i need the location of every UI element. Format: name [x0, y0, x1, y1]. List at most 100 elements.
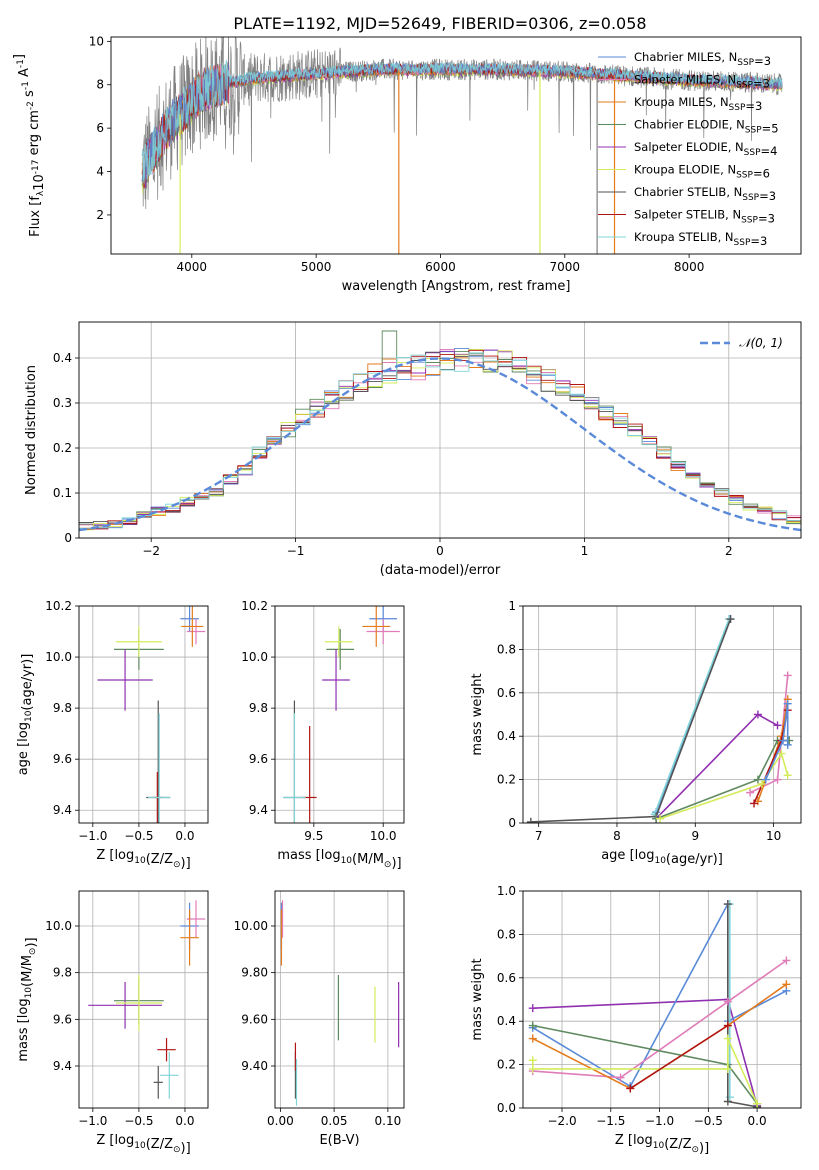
y-tick-label: 0.4 — [497, 729, 516, 743]
weight-marker-kroupa_elodie — [723, 1064, 732, 1073]
weight-marker-chabrier_miles — [783, 699, 792, 708]
weight-marker-kroupa_elodie — [723, 1034, 732, 1043]
legend-label: Kroupa MILES, NSSP=3 — [634, 95, 762, 113]
y-tick-label: 9.4 — [53, 1059, 72, 1073]
x-tick-label: −1.0 — [645, 1114, 674, 1128]
y-tick-label: 0.4 — [53, 351, 72, 365]
y-tick-label: 9.8 — [53, 701, 72, 715]
x-tick-label: 0.0 — [175, 1114, 194, 1128]
weight-marker-salpeter_elodie — [773, 721, 782, 730]
weight-marker-kroupa_miles — [782, 980, 791, 989]
x-tick-label: 2 — [725, 544, 733, 558]
histogram-salpeter_stelib — [79, 349, 801, 530]
legend-label: Salpeter STELIB, NSSP=3 — [634, 208, 775, 226]
x-tick-label: 1 — [581, 544, 589, 558]
y-tick-label: 0.8 — [497, 642, 516, 656]
y-axis-label: Normed distribution — [24, 365, 39, 495]
y-tick-label: 9.6 — [53, 1012, 72, 1026]
x-tick-label: 8 — [613, 829, 621, 843]
y-tick-label: 9.4 — [249, 803, 268, 817]
spectrum-data-line — [141, 37, 783, 209]
y-tick-label: 0.2 — [497, 1058, 516, 1072]
normal-curve — [79, 357, 801, 532]
y-tick-label: 10.00 — [234, 919, 268, 933]
x-tick-label: −0.5 — [124, 1114, 153, 1128]
y-tick-label: 0.4 — [497, 1014, 516, 1028]
y-tick-label: 0.1 — [53, 486, 72, 500]
weight-marker-chabrier_stelib — [723, 900, 732, 909]
weight-marker-salpeter_elodie — [528, 1004, 537, 1013]
y-tick-label: 10.0 — [45, 919, 72, 933]
y-tick-label: 0.2 — [497, 773, 516, 787]
legend-label: Chabrier MILES, NSSP=3 — [634, 50, 771, 68]
x-tick-label: 7 — [535, 829, 543, 843]
y-tick-label: 4 — [96, 165, 104, 179]
panel-spectrum: 4000 5000 6000 7000 8000 2 4 6 8 10 wavelength [An… — [12, 34, 802, 294]
plot-frame — [522, 605, 802, 824]
plot-frame — [78, 605, 209, 824]
x-tick-label: 8000 — [674, 260, 705, 274]
x-axis-label: wavelength [Angstrom, rest frame] — [342, 279, 571, 294]
weight-marker-salpeter_miles — [616, 1073, 625, 1082]
weight-marker-salpeter_stelib — [626, 1084, 635, 1093]
panel-age_vs_Z: −1.0 −0.5 0.0 9.4 9.6 9.8 10.0 10.2 Z [log10(Z/Z… — [16, 599, 209, 871]
plot-frame — [78, 321, 802, 539]
y-axis-label: mass weight — [470, 958, 485, 1040]
x-tick-label: −0.5 — [124, 829, 153, 843]
panel-age_vs_mass: 9.5 10.0 9.4 9.6 9.8 10.0 10.2 mass [log10(M/M⊙… — [241, 599, 405, 871]
y-tick-label: 9.6 — [249, 752, 268, 766]
weight-marker-kroupa_elodie — [528, 1056, 537, 1065]
x-axis-label: Z [log10(Z/Z⊙)] — [615, 1133, 709, 1156]
legend-label: Chabrier ELODIE, NSSP=5 — [634, 118, 779, 136]
y-tick-label: 9.6 — [53, 752, 72, 766]
weight-marker-salpeter_miles — [746, 788, 755, 797]
y-tick-label: 9.4 — [53, 803, 72, 817]
weight-marker-salpeter_stelib — [750, 799, 759, 808]
weight-marker-salpeter_miles — [773, 775, 782, 784]
plot-area — [79, 330, 801, 532]
x-tick-label: 9.5 — [304, 829, 323, 843]
plot-area — [280, 900, 400, 1106]
y-tick-label: 9.40 — [241, 1059, 268, 1073]
x-tick-label: 0.05 — [321, 1114, 348, 1128]
panel-massweight_vs_age: 7 8 9 10 0 0.2 0.4 0.6 0.8 1 age [log10(age/yr)] ma… — [470, 599, 802, 867]
x-tick-label: 7000 — [550, 260, 581, 274]
y-tick-label: 8 — [96, 78, 104, 92]
weight-marker-chabrier_miles — [761, 775, 770, 784]
x-tick-label: 4000 — [177, 260, 208, 274]
panel-mass_vs_ebv: 0.00 0.05 0.10 9.40 9.60 9.80 10.00 E(B-V) — [234, 890, 405, 1148]
legend-label: Kroupa ELODIE, NSSP=6 — [634, 163, 770, 181]
weight-line-salpeter_elodie — [532, 998, 758, 1107]
y-tick-label: 0.6 — [497, 971, 516, 985]
weight-marker-chabrier_stelib — [723, 1097, 732, 1106]
weight-marker-salpeter_stelib — [723, 1021, 732, 1030]
histogram-kroupa_stelib — [79, 352, 801, 529]
weight-marker-salpeter_miles — [783, 671, 792, 680]
y-tick-label: 2 — [96, 208, 104, 222]
x-tick-label: −2 — [142, 544, 160, 558]
panel-mass_vs_Z: −1.0 −0.5 0.0 9.4 9.6 9.8 10.0 Z [log10(Z/Z⊙)] m… — [16, 890, 209, 1156]
x-axis-label: Z [log10(Z/Z⊙)] — [96, 1133, 190, 1156]
x-tick-label: −1 — [287, 544, 305, 558]
x-tick-label: 0.0 — [175, 829, 194, 843]
x-tick-label: 5000 — [301, 260, 332, 274]
plot-area — [97, 606, 206, 823]
weight-marker-kroupa_elodie — [753, 1099, 762, 1108]
y-tick-label: 9.8 — [249, 701, 268, 715]
weight-line-salpeter_stelib — [629, 1024, 729, 1090]
plot-frame — [522, 890, 802, 1109]
x-axis-label: E(B-V) — [319, 1133, 359, 1148]
plot-frame — [274, 890, 405, 1109]
weight-marker-kroupa_elodie — [757, 779, 766, 788]
y-tick-label: 0.6 — [497, 686, 516, 700]
x-tick-label: 0 — [436, 544, 444, 558]
x-tick-label: 6000 — [425, 260, 456, 274]
x-axis-label: (data-model)/error — [380, 563, 501, 578]
figure-title: PLATE=1192, MJD=52649, FIBERID=0306, z=0… — [233, 14, 646, 33]
weight-marker-salpeter_elodie — [753, 710, 762, 719]
weight-marker-kroupa_elodie — [783, 771, 792, 780]
weight-marker-kroupa_elodie — [528, 1064, 537, 1073]
legend-label: Salpeter MILES, NSSP=3 — [634, 73, 770, 91]
y-tick-label: 9.60 — [241, 1012, 268, 1026]
x-tick-label: −2.0 — [547, 1114, 576, 1128]
